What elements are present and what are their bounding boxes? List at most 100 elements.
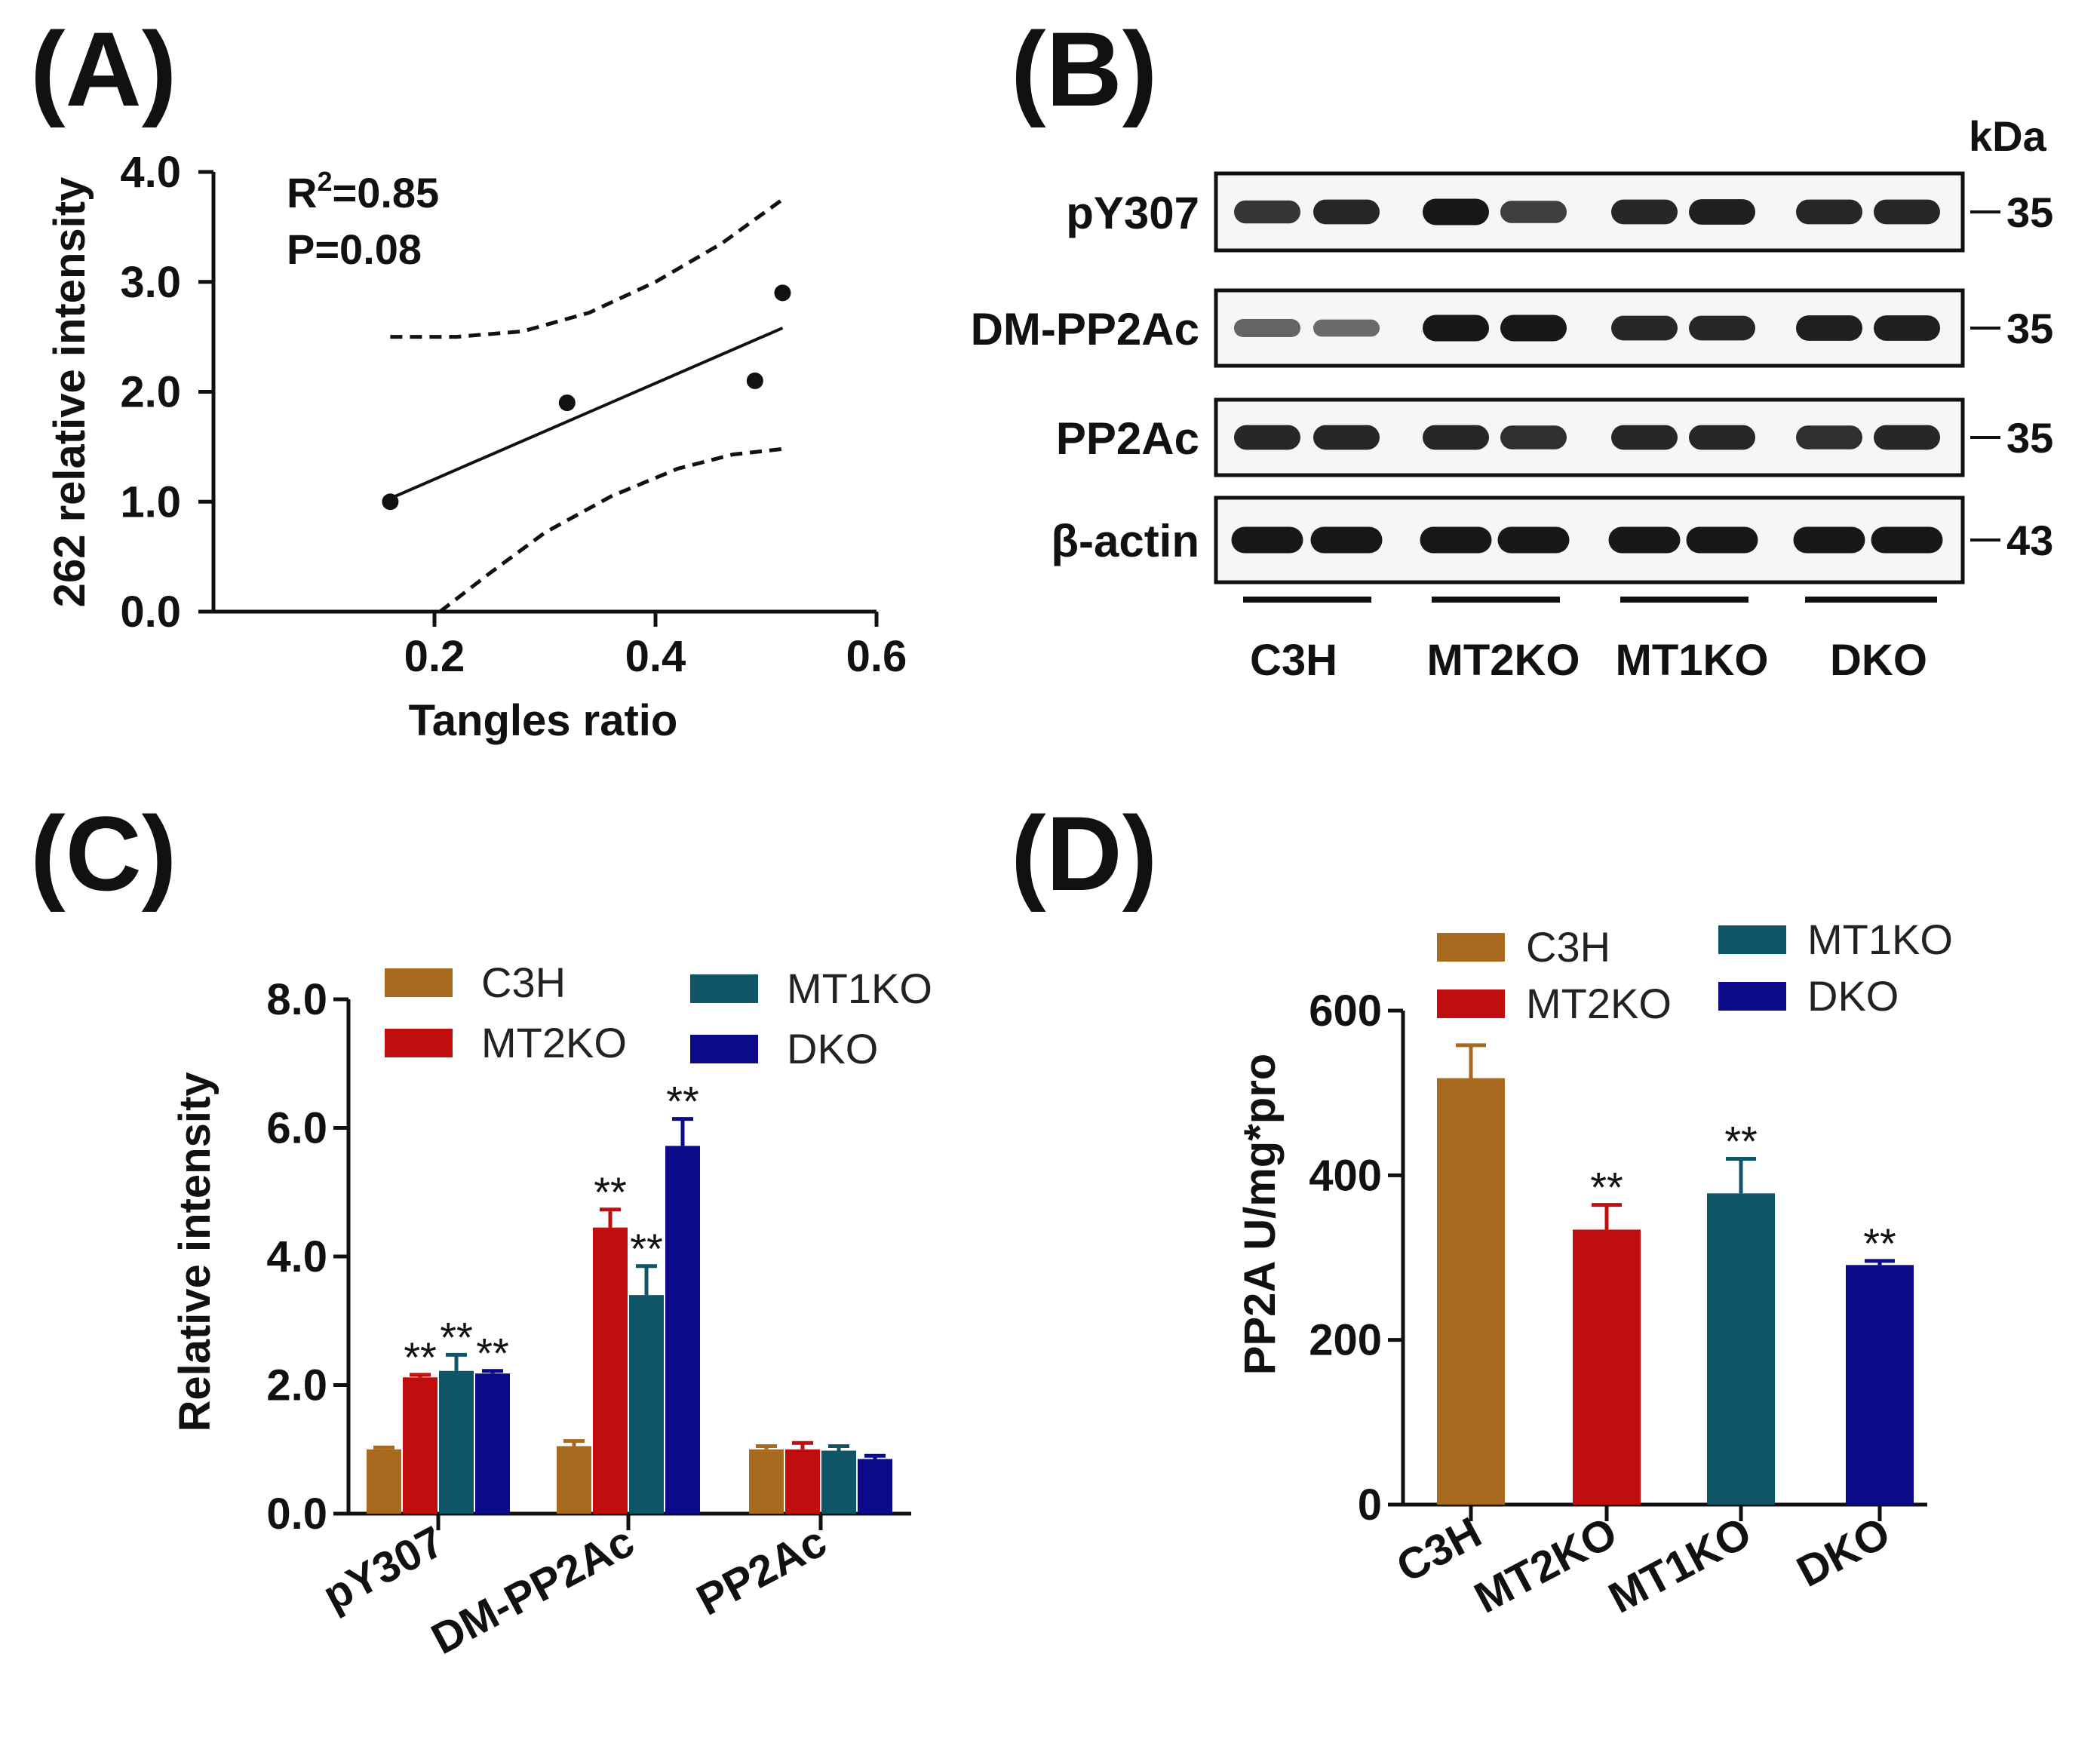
western-blot-b: kDa pY307 35 DM-PP2Ac 35 PP2Ac 35 β-actin 43 C3… (971, 112, 2054, 685)
d-bar (1437, 1078, 1505, 1505)
blot-row-label: PP2Ac (1056, 413, 1199, 464)
panel-a-label: (A) (30, 10, 177, 128)
c-bar (749, 1449, 784, 1514)
c-x-tick-label: pY307 (315, 1517, 452, 1621)
blot-band (1423, 425, 1489, 450)
blot-band (1313, 319, 1380, 337)
c-bar (858, 1459, 892, 1514)
blot-band (1234, 319, 1300, 337)
group-label: DKO (1830, 636, 1927, 685)
c-legend-swatch (690, 974, 758, 1003)
c-bar (665, 1146, 700, 1514)
d-legend-swatch (1437, 933, 1505, 962)
c-y-tick-label: 4.0 (266, 1232, 327, 1281)
c-y-tick-label: 8.0 (266, 975, 327, 1024)
a-ci-lower (438, 446, 783, 613)
c-legend-label: MT2KO (481, 1019, 627, 1066)
group-label: MT2KO (1427, 636, 1580, 685)
d-y-tick-label: 400 (1309, 1151, 1382, 1200)
blot-row-label: pY307 (1066, 188, 1199, 238)
c-x-tick-label: DM-PP2Ac (424, 1517, 642, 1664)
c-y-tick-label: 0.0 (266, 1490, 327, 1539)
c-significance-label: ** (404, 1333, 437, 1381)
panel-b-label: (B) (1011, 10, 1157, 128)
blot-band (1234, 425, 1300, 450)
d-legend-label: C3H (1526, 923, 1610, 971)
c-x-tick-label: PP2Ac (689, 1517, 834, 1625)
c-significance-label: ** (440, 1313, 473, 1361)
blot-band (1231, 526, 1303, 554)
blot-band (1793, 526, 1865, 554)
a-y-tick-label: 1.0 (120, 477, 181, 526)
d-bar (1573, 1229, 1641, 1505)
c-bar (629, 1295, 664, 1514)
d-legend-label: DKO (1807, 972, 1899, 1020)
a-fit-line (389, 327, 784, 500)
blot-band (1310, 526, 1383, 554)
marker-kda-value: 43 (2006, 517, 2053, 564)
a-x-axis-label: Tangles ratio (409, 696, 678, 745)
blot-row-label: β-actin (1051, 516, 1199, 566)
blot-row-label: DM-PP2Ac (971, 304, 1199, 354)
c-bar (367, 1449, 401, 1514)
a-x-tick-label: 0.4 (625, 632, 686, 681)
blot-band (1500, 314, 1567, 342)
a-ci-upper (390, 198, 784, 339)
d-legend-label: MT1KO (1807, 916, 1953, 963)
d-legend-label: MT2KO (1526, 980, 1672, 1027)
c-y-tick-label: 2.0 (266, 1361, 327, 1410)
c-significance-label: ** (630, 1225, 663, 1272)
a-data-point (382, 493, 399, 511)
d-bar (1846, 1265, 1914, 1505)
d-significance-label: ** (1863, 1220, 1896, 1267)
marker-kda-value: 35 (2006, 414, 2053, 462)
blot-band (1313, 199, 1380, 225)
d-legend-swatch (1718, 925, 1786, 954)
panel-d-label: (D) (1011, 794, 1157, 913)
c-bar (557, 1446, 591, 1514)
blot-band (1689, 199, 1755, 225)
c-y-tick-label: 6.0 (266, 1104, 327, 1153)
blot-band (1423, 198, 1489, 226)
c-legend-swatch (385, 1029, 453, 1057)
a-y-tick-label: 0.0 (120, 588, 181, 637)
blot-band (1611, 315, 1678, 341)
c-legend-swatch (385, 968, 453, 997)
group-label: MT1KO (1616, 636, 1769, 685)
blot-band (1611, 199, 1678, 225)
c-legend-label: DKO (787, 1025, 878, 1072)
c-significance-label: ** (666, 1078, 699, 1125)
a-data-point (746, 372, 763, 389)
a-data-point (774, 284, 791, 302)
c-significance-label: ** (594, 1168, 627, 1216)
blot-band (1874, 425, 1940, 450)
blot-band (1497, 526, 1570, 554)
c-y-axis-label: Relative intensity (170, 1072, 220, 1431)
d-legend-swatch (1718, 982, 1786, 1011)
d-x-tick-label: MT2KO (1466, 1508, 1625, 1623)
d-significance-label: ** (1590, 1164, 1623, 1211)
a-x-tick-label: 0.2 (404, 632, 465, 681)
c-legend-swatch (690, 1035, 758, 1063)
blot-band (1874, 199, 1940, 225)
c-significance-label: ** (476, 1330, 509, 1377)
panel-c-label: (C) (30, 794, 177, 913)
a-y-tick-label: 3.0 (120, 258, 181, 307)
a-stat-r2: R2=0.85 (287, 166, 439, 216)
blot-band (1500, 425, 1567, 449)
blot-band (1423, 314, 1489, 342)
a-y-tick-label: 4.0 (120, 148, 181, 197)
d-significance-label: ** (1724, 1118, 1758, 1165)
d-y-tick-label: 200 (1309, 1316, 1382, 1365)
blot-band (1689, 315, 1755, 341)
blot-band (1500, 201, 1567, 223)
d-y-tick-label: 600 (1309, 986, 1382, 1036)
d-x-tick-label: DKO (1789, 1508, 1898, 1597)
d-y-tick-label: 0 (1358, 1480, 1382, 1529)
marker-kda-value: 35 (2006, 189, 2053, 236)
d-legend-swatch (1437, 989, 1505, 1018)
scatter-chart-a: 0.0 1.0 2.0 3.0 4.0 0.2 0.4 0.6 R2=0.85 P=0.08… (45, 148, 907, 745)
blot-band (1313, 425, 1380, 450)
